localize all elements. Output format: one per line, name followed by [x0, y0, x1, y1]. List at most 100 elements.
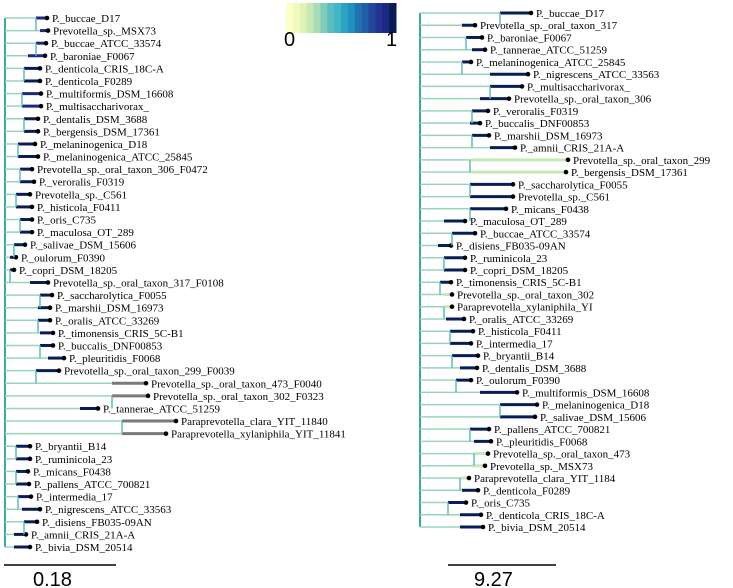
tip-node: [35, 116, 41, 122]
leaf-label: Prevotella_sp._oral_taxon_306_F0472: [37, 164, 208, 176]
leaf-label: P._melaninogenica_ATCC_25845: [476, 57, 626, 69]
leaf-label: P._pleuritidis_F0068: [69, 353, 161, 365]
leaf-label: Paraprevotella_xylaniphila_YI: [457, 302, 593, 314]
tip-node: [47, 305, 53, 310]
leaf-label: P._timonensis_CRIS_5C-B1: [456, 277, 582, 289]
leaf-label: P._marshii_DSM_16973: [494, 130, 603, 142]
tip-node: [50, 330, 56, 336]
leaf-label: P._denticola_F0289: [483, 485, 571, 497]
leaf-label: P._amnii_CRIS_21A-A: [520, 143, 624, 155]
leaf-label: P._oris_C735: [471, 498, 530, 510]
tip-node: [143, 380, 149, 386]
leaf-label: P._buccae_D17: [536, 8, 605, 20]
tip-node: [480, 524, 486, 530]
leaf-label: Prevotella_sp._oral_taxon_302_F0323: [153, 391, 324, 403]
leaf-label: Paraprevotella_clara_YIT_11840: [181, 416, 328, 428]
leaf-label: Prevotella_sp._C561: [35, 189, 127, 201]
leaf-label: P._pallens_ATCC_700821: [494, 424, 610, 436]
leaf-label: Paraprevotella_clara_YIT_1184: [474, 473, 616, 485]
tip-node: [37, 78, 43, 84]
tip-node: [38, 91, 44, 96]
leaf-label: P._melaninogenica_D18: [542, 400, 650, 412]
tip-node: [31, 179, 37, 185]
color-scale-legend: [286, 3, 397, 33]
tip-node: [145, 393, 151, 399]
leaf-label: P._bergensis_DSM_17361: [43, 126, 160, 138]
leaf-label: P._dentalis_DSM_3688: [43, 114, 148, 126]
tip-node: [486, 426, 492, 432]
tip-node: [506, 96, 512, 101]
leaf-label: P._timonensis_CRIS_5C-B1: [58, 328, 184, 340]
color-scale-swatch: [313, 3, 321, 33]
leaf-label: Prevotella_sp._C561: [518, 192, 610, 204]
tip-node: [565, 157, 571, 163]
leaf-label: P._bryantii_B14: [483, 351, 555, 363]
right-tree: P._buccae_D17Prevotella_sp._oral_taxon_3…: [419, 8, 711, 534]
leaf-label: P._oralis_ATCC_33269: [55, 315, 160, 327]
leaf-label: Prevotella_sp._oral_taxon_299_F0039: [64, 366, 235, 378]
leaf-label: P._maculosa_OT_289: [470, 216, 567, 228]
leaf-label: P._intermedia_17: [36, 492, 113, 504]
leaf-label: P._oulorum_F0390: [21, 252, 106, 264]
leaf-label: P._pleuritidis_F0068: [496, 436, 588, 448]
leaf-label: Prevotella_sp._MSX73: [53, 26, 156, 38]
leaf-label: P._micans_F0438: [33, 466, 111, 478]
tip-node: [525, 71, 531, 77]
color-scale-swatch: [299, 3, 308, 33]
leaf-label: P._ruminicola_23: [470, 253, 548, 265]
tip-node: [463, 500, 469, 505]
leaf-label: P._denticola_CRIS_18C-A: [45, 63, 164, 75]
tip-node: [35, 154, 41, 159]
color-scale-swatch: [320, 3, 328, 33]
tip-node: [563, 169, 569, 175]
tip-node: [49, 292, 55, 298]
leaf-label: P._veroralis_F0319: [493, 106, 579, 118]
tip-node: [37, 66, 43, 71]
tip-node: [475, 487, 481, 493]
leaf-label: Prevotella_sp._oral_taxon_317_F0108: [53, 278, 224, 290]
leaf-label: P._multiformis_DSM_16608: [46, 89, 174, 101]
leaf-label: P._baroniae_F0067: [487, 32, 572, 44]
tip-node: [470, 328, 476, 334]
tip-node: [45, 28, 51, 33]
color-scale-swatch: [368, 3, 376, 33]
tip-node: [482, 47, 488, 53]
tip-node: [532, 414, 538, 420]
left-scale-label: 0.18: [33, 569, 72, 588]
tip-node: [27, 192, 33, 197]
leaf-label: P._oris_C735: [37, 215, 96, 227]
tip-node: [534, 402, 540, 407]
tip-node: [42, 53, 48, 59]
tip-node: [519, 84, 525, 89]
tip-node: [26, 481, 32, 487]
color-scale-swatch: [334, 3, 342, 33]
color-scale-swatch: [375, 3, 383, 33]
tip-node: [486, 133, 492, 138]
tip-node: [45, 280, 51, 285]
leaf-label: P._marshii_DSM_16973: [55, 303, 164, 315]
tip-node: [449, 292, 455, 297]
color-scale-swatch: [347, 3, 356, 33]
tip-node: [474, 365, 480, 371]
tip-node: [512, 145, 518, 150]
color-scale-min-label: 0: [284, 29, 295, 51]
leaf-label: Prevotella_sp._oral_taxon_302: [457, 289, 594, 301]
leaf-label: P._tannerae_ATCC_51259: [490, 45, 608, 57]
tip-node: [510, 182, 516, 187]
tip-node: [461, 316, 467, 322]
tip-node: [34, 519, 40, 525]
tip-node: [29, 204, 35, 210]
leaf-label: P._multisaccharivorax_: [46, 101, 149, 113]
tip-node: [479, 35, 485, 40]
leaf-label: P._denticola_CRIS_18C-A: [486, 510, 605, 522]
tip-node: [477, 120, 483, 126]
tip-node: [47, 317, 53, 323]
leaf-label: P._ruminicola_23: [35, 454, 113, 466]
leaf-label: P._bivia_DSM_20514: [488, 522, 586, 534]
leaf-label: P._oralis_ATCC_33269: [469, 314, 574, 326]
color-scale-swatch: [354, 3, 363, 33]
left-tree: P._buccae_D17Prevotella_sp._MSX73P._bucc…: [4, 13, 346, 554]
tip-node: [44, 15, 50, 21]
leaf-label: Prevotella_sp._oral_taxon_317: [480, 20, 618, 32]
